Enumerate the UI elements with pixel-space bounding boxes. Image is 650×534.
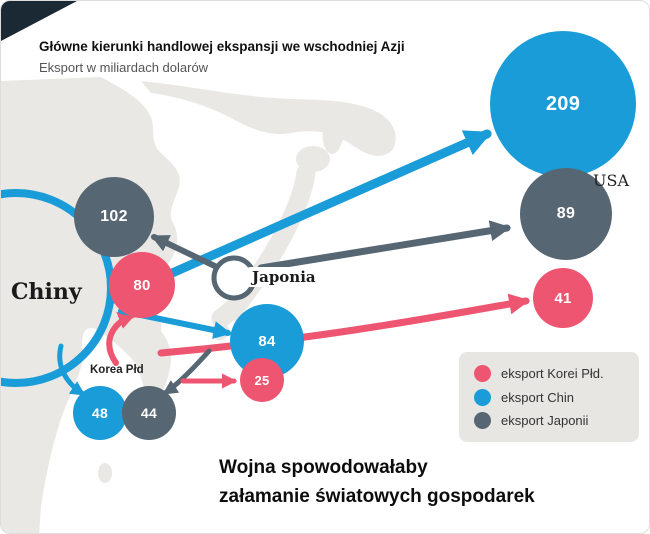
legend-item-korea: eksport Korei Płd. [474,365,624,382]
bubble-china-to-usa: 209 [490,31,636,177]
chart-subtitle: Eksport w miliardach dolarów [39,60,209,75]
arrow-japan-to-korea [162,348,212,396]
label-korea: Korea Płd [90,364,144,376]
footer-line-2: załamanie światowych gospodarek [219,486,535,507]
chart-title: Główne kierunki handlowej ekspansji we w… [39,39,405,54]
footer-line-1: Wojna spowodowałaby [219,457,428,478]
bubble-korea-to-china: 80 [109,252,175,318]
legend-item-japan: eksport Japonii [474,412,624,429]
bubble-japan-to-china: 102 [74,177,154,257]
legend-label-japan: eksport Japonii [501,413,589,428]
arrow-korea-to-usa [157,293,531,357]
label-china: Chiny [11,279,82,305]
bubble-japan-to-korea: 44 [122,386,176,440]
map-taiwan [98,463,112,483]
bubble-china-to-korea: 48 [73,386,127,440]
legend-dot-korea-icon [474,365,491,382]
arrow-korea-to-china [106,312,137,366]
legend-item-china: eksport Chin [474,388,624,406]
label-usa: USA [593,171,629,190]
arrow-japan-to-china [150,234,224,272]
map-sakhalin [322,105,345,155]
arrow-china-to-usa [106,129,492,305]
corner-triangle-decoration [1,1,77,41]
bubble-japan-to-usa: 89 [520,168,612,260]
arrow-china-to-korea [57,343,86,397]
legend-label-korea: eksport Korei Płd. [501,366,604,381]
map-far-east-coast [141,81,396,156]
legend-dot-japan-icon [474,412,491,429]
bubble-korea-to-japan: 25 [240,358,284,402]
arrow-japan-to-usa [257,220,512,272]
legend-dot-china-icon [474,388,491,406]
legend: eksport Korei Płd. eksport Chin eksport … [459,352,639,442]
footer-headline: Wojna spowodowałaby załamanie światowych… [219,453,535,511]
label-japan: Japonia [248,267,320,287]
legend-label-china: eksport Chin [501,389,574,405]
bubble-korea-to-usa: 41 [533,268,593,328]
